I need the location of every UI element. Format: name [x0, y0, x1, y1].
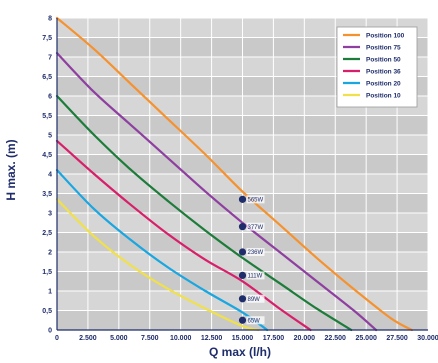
x-tick-label: 5.000 — [110, 335, 128, 342]
y-tick-label: 4 — [48, 172, 52, 179]
x-tick-label: 20.000 — [294, 335, 316, 342]
x-tick-label: 2.500 — [79, 335, 97, 342]
grid-lines — [56, 17, 429, 331]
legend: Position 100 Position 75 Position 50 Positi… — [336, 26, 418, 108]
point-label-bg — [246, 222, 265, 231]
y-tick-label: 3 — [48, 211, 52, 218]
y-axis-label: H max. (m) — [4, 139, 18, 200]
point-label: 377W — [248, 225, 264, 231]
y-tick-label: 1,5 — [42, 269, 52, 276]
operating-points: 565W 377W 236W 111W 89W 65W — [238, 195, 265, 325]
x-tick-label: 25.000 — [355, 335, 377, 342]
x-tick-label: 22.500 — [325, 335, 347, 342]
operating-point — [238, 195, 247, 203]
point-label-bg — [246, 294, 265, 303]
operating-point — [238, 223, 247, 231]
point-label: 565W — [248, 198, 264, 204]
y-tick-label: 3,5 — [42, 191, 52, 198]
point-label-bg — [246, 248, 265, 256]
legend-entry: Position 75 — [366, 44, 401, 51]
point-label: 111W — [248, 274, 263, 280]
x-axis-label: Q max (l/h) — [209, 345, 271, 359]
point-label-bg — [246, 195, 265, 204]
operating-point — [238, 295, 247, 303]
y-tick-label: 2 — [48, 250, 52, 257]
series-line — [55, 198, 260, 332]
operating-point — [238, 248, 247, 256]
y-tick-label: 0,5 — [42, 308, 52, 315]
series-line — [55, 94, 353, 332]
series-line — [55, 139, 312, 332]
legend-entry: Position 100 — [366, 32, 405, 39]
legend-entry: Position 10 — [366, 92, 401, 99]
point-label-bg — [246, 271, 265, 280]
x-tick-label: 0 — [55, 335, 59, 342]
y-tick-label: 5,5 — [42, 113, 52, 120]
legend-entry: Position 36 — [366, 68, 401, 75]
y-tick-label: 6,5 — [42, 74, 52, 81]
y-tick-label: 1 — [48, 289, 52, 296]
series-line — [55, 169, 269, 332]
y-tick-label: 0 — [48, 328, 52, 335]
y-tick-label: 2,5 — [42, 230, 52, 237]
x-tick-label: 17.500 — [263, 335, 285, 342]
x-tick-label: 15.000 — [232, 335, 254, 342]
series-line — [55, 52, 378, 332]
x-tick-label: 12.500 — [201, 335, 223, 342]
x-tick-label: 30.000 — [417, 335, 438, 342]
x-tick-labels: 0 2.500 5.000 7.500 10.000 12.500 15.000 17.500… — [55, 335, 438, 342]
x-tick-label: 27.500 — [386, 335, 408, 342]
y-tick-label: 7 — [48, 55, 52, 62]
legend-box — [336, 26, 418, 108]
y-tick-labels: 0 0,5 1 1,5 2 2,5 3 3,5 4 4,5 5 5,5 6 6,5 7 7,5 8 — [42, 16, 52, 335]
x-tick-label: 7.500 — [141, 335, 159, 342]
legend-entry: Position 50 — [366, 56, 401, 63]
series-line — [55, 16, 413, 332]
point-label: 89W — [248, 297, 261, 303]
y-tick-label: 4,5 — [42, 152, 52, 159]
operating-point — [238, 316, 247, 324]
y-tick-label: 5 — [48, 133, 52, 140]
point-label-bg — [246, 316, 265, 325]
series-lines — [55, 16, 413, 332]
point-label: 236W — [248, 250, 264, 256]
y-tick-label: 6 — [48, 94, 52, 101]
x-tick-label: 10.000 — [170, 335, 192, 342]
axes — [56, 18, 428, 331]
y-tick-label: 8 — [48, 16, 52, 23]
legend-entry: Position 20 — [366, 80, 401, 87]
operating-point — [238, 271, 247, 279]
point-label: 65W — [248, 318, 261, 324]
y-tick-label: 7,5 — [42, 35, 52, 42]
